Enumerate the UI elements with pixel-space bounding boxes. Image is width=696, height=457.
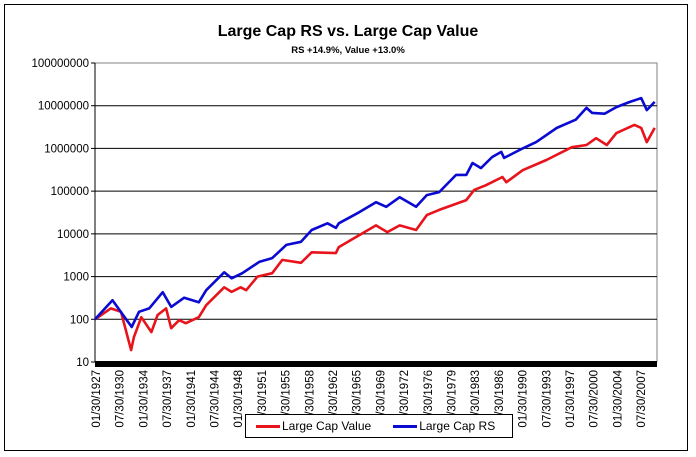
chart-title: Large Cap RS vs. Large Cap Value [217, 23, 479, 40]
x-axis [95, 361, 657, 367]
x-tick-label: 01/30/1927 [91, 370, 103, 428]
x-tick-label: 01/30/1990 [518, 370, 530, 428]
x-tick-label: 01/30/1962 [328, 370, 340, 428]
legend-item-rs: Large Cap RS [393, 419, 495, 433]
chart-frame [4, 4, 688, 451]
x-tick-label: 01/30/1969 [375, 370, 387, 428]
x-tick-label: 01/30/1948 [233, 370, 245, 428]
y-tick-label: 10000000 [38, 101, 89, 113]
series-line-large-cap-rs [94, 96, 656, 329]
y-tick-label: 1000000 [44, 143, 89, 155]
plot-border [94, 62, 658, 363]
x-tick-label: 01/30/2004 [612, 369, 624, 427]
y-tick-label: 10000 [57, 229, 89, 241]
legend-item-value: Large Cap Value [256, 419, 371, 433]
x-tick-label: 01/30/1976 [423, 370, 435, 428]
y-tick-label: 100 [70, 314, 89, 326]
x-tick-label: 01/30/1934 [138, 369, 150, 427]
x-tick-label: 07/30/1965 [352, 370, 364, 428]
x-tick-label: 07/30/1958 [304, 370, 316, 428]
x-tick-label: 07/30/1986 [494, 370, 506, 428]
chart-subtitle: RS +14.9%, Value +13.0% [291, 45, 405, 56]
x-tick-label: 07/30/1937 [162, 370, 174, 428]
x-tick-label: 07/30/1930 [115, 370, 127, 428]
x-tick-label: 07/30/2000 [589, 370, 601, 428]
x-tick-label: 07/30/2007 [636, 370, 648, 428]
x-tick-label: 01/30/1997 [565, 370, 577, 428]
y-tick-label: 1000 [63, 272, 89, 284]
legend: Large Cap Value Large Cap RS [245, 414, 513, 438]
legend-swatch-value [256, 424, 280, 428]
y-tick-label: 100000000 [31, 58, 89, 70]
y-tick-label: 10 [76, 357, 89, 369]
legend-label-rs: Large Cap RS [419, 419, 496, 433]
x-tick-label: 07/30/1951 [257, 370, 269, 428]
legend-swatch-rs [393, 424, 418, 428]
x-tick-label: 07/30/1944 [210, 369, 222, 427]
x-tick-label: 01/30/1983 [470, 370, 482, 428]
x-tick-label: 01/30/1941 [186, 370, 198, 428]
x-tick-label: 07/30/1979 [447, 370, 459, 428]
x-tick-label: 07/30/1993 [541, 370, 553, 428]
y-tick-label: 100000 [51, 186, 89, 198]
x-tick-label: 01/30/1955 [281, 370, 293, 428]
series-line-large-cap-value [94, 123, 656, 352]
legend-label-value: Large Cap Value [282, 419, 372, 433]
x-tick-label: 07/30/1972 [399, 370, 411, 428]
